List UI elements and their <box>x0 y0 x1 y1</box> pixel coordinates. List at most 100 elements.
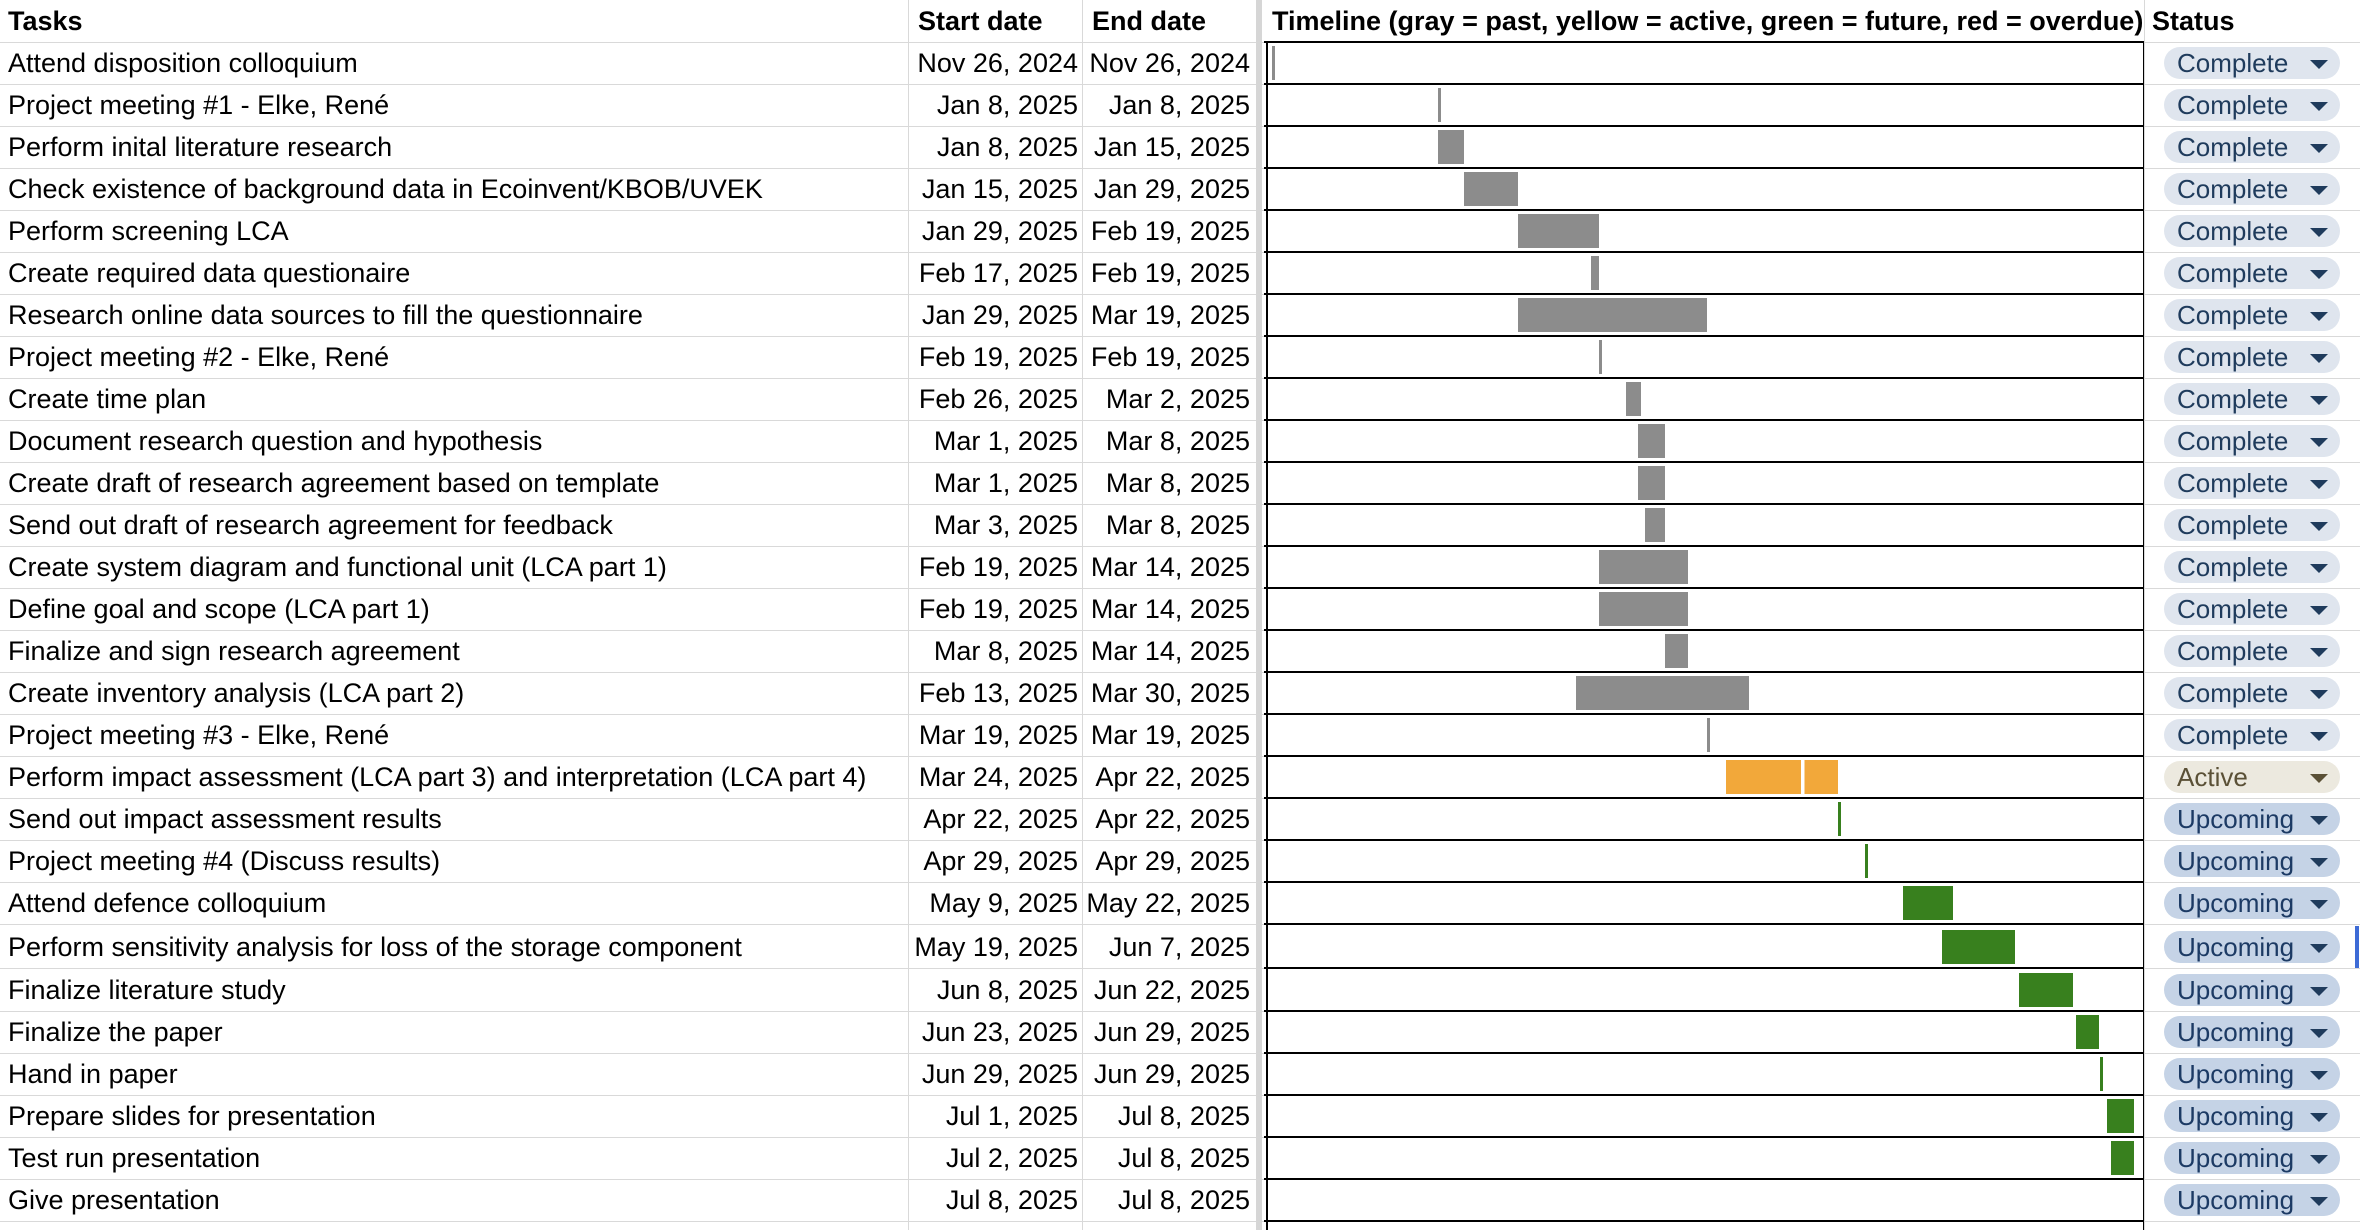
status-cell[interactable]: Complete <box>2144 630 2360 672</box>
status-dropdown[interactable]: Upcoming <box>2164 1058 2340 1090</box>
status-dropdown[interactable]: Complete <box>2164 173 2340 205</box>
end-date-cell[interactable]: Apr 22, 2025 <box>1095 804 1250 834</box>
timeline-cell[interactable] <box>1264 336 2144 378</box>
start-date-cell[interactable]: Feb 19, 2025 <box>918 342 1078 372</box>
status-dropdown[interactable]: Upcoming <box>2164 1142 2340 1174</box>
timeline-cell[interactable] <box>1264 378 2144 420</box>
status-dropdown[interactable]: Complete <box>2164 593 2340 625</box>
status-cell[interactable]: Upcoming <box>2144 1053 2360 1095</box>
start-date-cell[interactable]: Feb 13, 2025 <box>918 678 1078 708</box>
timeline-cell[interactable] <box>1264 672 2144 714</box>
start-date-cell[interactable]: Jan 8, 2025 <box>936 132 1078 162</box>
task-name-cell[interactable]: Perform impact assessment (LCA part 3) a… <box>8 762 867 792</box>
status-cell[interactable]: Upcoming <box>2144 1095 2360 1137</box>
header-status[interactable]: Status <box>2152 6 2235 36</box>
status-cell[interactable]: Complete <box>2144 462 2360 504</box>
task-name-cell[interactable]: Project meeting #2 - Elke, René <box>8 342 390 372</box>
task-name-cell[interactable]: Create inventory analysis (LCA part 2) <box>8 678 465 708</box>
start-date-cell[interactable]: Jan 29, 2025 <box>921 300 1078 330</box>
status-cell[interactable]: Complete <box>2144 42 2360 84</box>
status-cell[interactable]: Complete <box>2144 294 2360 336</box>
timeline-cell[interactable] <box>1264 1011 2144 1053</box>
timeline-cell[interactable] <box>1264 294 2144 336</box>
task-name-cell[interactable]: Finalize the paper <box>8 1017 223 1047</box>
status-dropdown[interactable]: Complete <box>2164 467 2340 499</box>
start-date-cell[interactable]: Jul 2, 2025 <box>945 1143 1078 1173</box>
status-dropdown[interactable]: Upcoming <box>2164 1016 2340 1048</box>
start-date-cell[interactable]: May 9, 2025 <box>929 888 1078 918</box>
status-cell[interactable]: Complete <box>2144 504 2360 546</box>
task-name-cell[interactable]: Document research question and hypothesi… <box>8 426 543 456</box>
start-date-cell[interactable]: Jun 8, 2025 <box>936 975 1078 1005</box>
end-date-cell[interactable]: Mar 2, 2025 <box>1105 384 1250 414</box>
status-cell[interactable]: Complete <box>2144 210 2360 252</box>
status-dropdown[interactable]: Upcoming <box>2164 887 2340 919</box>
end-date-cell[interactable]: Mar 14, 2025 <box>1090 636 1250 666</box>
header-timeline[interactable]: Timeline (gray = past, yellow = active, … <box>1272 6 2144 36</box>
status-dropdown[interactable]: Complete <box>2164 131 2340 163</box>
start-date-cell[interactable]: Jan 8, 2025 <box>936 90 1078 120</box>
status-cell[interactable]: Complete <box>2144 546 2360 588</box>
end-date-cell[interactable]: Feb 19, 2025 <box>1090 258 1250 288</box>
task-name-cell[interactable]: Create system diagram and functional uni… <box>8 552 667 582</box>
end-date-cell[interactable]: Mar 8, 2025 <box>1105 510 1250 540</box>
end-date-cell[interactable]: Jan 15, 2025 <box>1093 132 1250 162</box>
end-date-cell[interactable]: Mar 8, 2025 <box>1105 468 1250 498</box>
start-date-cell[interactable]: Mar 1, 2025 <box>933 468 1078 498</box>
status-cell[interactable]: Upcoming <box>2144 882 2360 924</box>
status-dropdown[interactable]: Complete <box>2164 299 2340 331</box>
status-dropdown[interactable]: Upcoming <box>2164 974 2340 1006</box>
status-cell[interactable]: Complete <box>2144 420 2360 462</box>
status-cell[interactable]: Upcoming <box>2144 798 2360 840</box>
status-dropdown[interactable]: Active <box>2164 761 2340 793</box>
status-cell[interactable]: Upcoming <box>2144 840 2360 882</box>
timeline-cell[interactable] <box>1264 42 2144 84</box>
status-dropdown[interactable]: Complete <box>2164 509 2340 541</box>
status-cell[interactable]: Complete <box>2144 378 2360 420</box>
task-name-cell[interactable]: Give presentation <box>8 1185 220 1215</box>
timeline-cell[interactable] <box>1264 210 2144 252</box>
status-dropdown[interactable]: Upcoming <box>2164 1184 2340 1216</box>
status-dropdown[interactable]: Complete <box>2164 425 2340 457</box>
status-cell[interactable]: Upcoming <box>2144 969 2360 1011</box>
timeline-cell[interactable] <box>1264 969 2144 1011</box>
task-name-cell[interactable]: Perform screening LCA <box>8 216 289 246</box>
end-date-cell[interactable]: Mar 8, 2025 <box>1105 426 1250 456</box>
end-date-cell[interactable]: Jun 29, 2025 <box>1093 1059 1250 1089</box>
start-date-cell[interactable]: Mar 19, 2025 <box>918 720 1078 750</box>
start-date-cell[interactable]: Mar 8, 2025 <box>933 636 1078 666</box>
status-dropdown[interactable]: Complete <box>2164 47 2340 79</box>
timeline-cell[interactable] <box>1264 756 2144 798</box>
start-date-cell[interactable]: Mar 3, 2025 <box>933 510 1078 540</box>
task-name-cell[interactable]: Create required data questionaire <box>8 258 411 288</box>
timeline-cell[interactable] <box>1264 1137 2144 1179</box>
status-cell[interactable]: Upcoming <box>2144 1137 2360 1179</box>
start-date-cell[interactable]: Nov 26, 2024 <box>917 48 1078 78</box>
start-date-cell[interactable]: Feb 19, 2025 <box>918 552 1078 582</box>
end-date-cell[interactable]: Mar 19, 2025 <box>1090 300 1250 330</box>
start-date-cell[interactable]: Jul 1, 2025 <box>945 1101 1078 1131</box>
end-date-cell[interactable]: Jul 8, 2025 <box>1117 1101 1250 1131</box>
start-date-cell[interactable]: Mar 1, 2025 <box>933 426 1078 456</box>
status-dropdown[interactable]: Upcoming <box>2164 931 2340 963</box>
end-date-cell[interactable]: Jul 8, 2025 <box>1117 1185 1250 1215</box>
status-dropdown[interactable]: Complete <box>2164 719 2340 751</box>
end-date-cell[interactable]: May 22, 2025 <box>1086 888 1250 918</box>
end-date-cell[interactable]: Apr 22, 2025 <box>1095 762 1250 792</box>
task-name-cell[interactable]: Send out impact assessment results <box>8 804 442 834</box>
task-name-cell[interactable]: Project meeting #1 - Elke, René <box>8 90 390 120</box>
timeline-cell[interactable] <box>1264 840 2144 882</box>
start-date-cell[interactable]: May 19, 2025 <box>914 932 1078 962</box>
timeline-cell[interactable] <box>1264 630 2144 672</box>
status-cell[interactable]: Upcoming <box>2144 926 2360 968</box>
timeline-cell[interactable] <box>1264 504 2144 546</box>
end-date-cell[interactable]: Jun 22, 2025 <box>1093 975 1250 1005</box>
status-dropdown[interactable]: Complete <box>2164 677 2340 709</box>
status-cell[interactable]: Complete <box>2144 672 2360 714</box>
status-cell[interactable]: Complete <box>2144 714 2360 756</box>
status-cell[interactable]: Upcoming <box>2144 1011 2360 1053</box>
status-cell[interactable]: Upcoming <box>2144 1179 2360 1221</box>
end-date-cell[interactable]: Jun 29, 2025 <box>1093 1017 1250 1047</box>
start-date-cell[interactable]: Feb 19, 2025 <box>918 594 1078 624</box>
task-name-cell[interactable]: Research online data sources to fill the… <box>8 300 643 330</box>
